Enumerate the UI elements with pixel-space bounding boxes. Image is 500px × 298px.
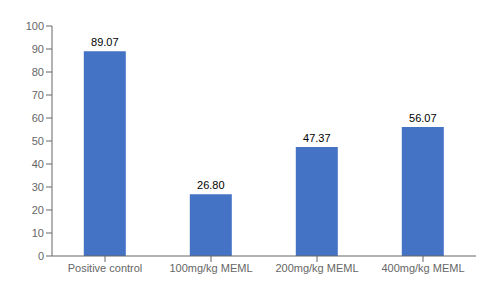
svg-text:90: 90 bbox=[32, 43, 44, 55]
svg-text:80: 80 bbox=[32, 66, 44, 78]
svg-text:0: 0 bbox=[38, 250, 44, 262]
svg-text:100mg/kg MEML: 100mg/kg MEML bbox=[169, 262, 252, 274]
svg-text:56.07: 56.07 bbox=[409, 112, 437, 124]
svg-text:Positive control: Positive control bbox=[68, 262, 143, 274]
svg-text:30: 30 bbox=[32, 181, 44, 193]
svg-text:200mg/kg MEML: 200mg/kg MEML bbox=[275, 262, 358, 274]
svg-text:40: 40 bbox=[32, 158, 44, 170]
svg-text:70: 70 bbox=[32, 89, 44, 101]
svg-text:20: 20 bbox=[32, 204, 44, 216]
svg-text:50: 50 bbox=[32, 135, 44, 147]
svg-text:10: 10 bbox=[32, 227, 44, 239]
svg-text:400mg/kg MEML: 400mg/kg MEML bbox=[381, 262, 464, 274]
svg-text:60: 60 bbox=[32, 112, 44, 124]
svg-text:89.07: 89.07 bbox=[91, 36, 119, 48]
svg-text:100: 100 bbox=[26, 20, 44, 32]
svg-text:26.80: 26.80 bbox=[197, 179, 225, 191]
svg-text:47.37: 47.37 bbox=[303, 132, 331, 144]
